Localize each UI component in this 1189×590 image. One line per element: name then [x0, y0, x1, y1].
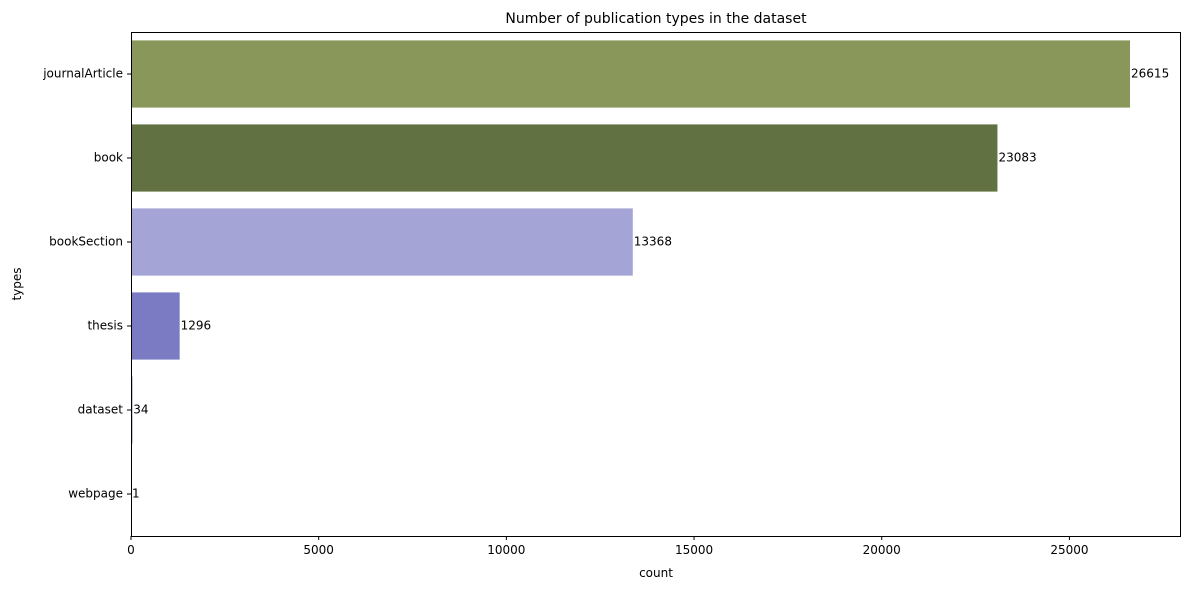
bars-group: [131, 40, 1131, 528]
data-label-booksection: 13368: [634, 235, 672, 249]
bar-journalarticle: [131, 40, 1131, 108]
x-axis: 0 5000 10000 15000 20000 25000: [127, 536, 1089, 557]
y-tick-label-dataset: dataset: [78, 403, 124, 417]
x-tick-label-20000: 20000: [863, 543, 901, 557]
y-tick-label-webpage: webpage: [68, 487, 123, 501]
chart-title: Number of publication types in the datas…: [505, 11, 807, 27]
y-tick-label-journalarticle: journalArticle: [42, 67, 123, 81]
bar-booksection: [131, 208, 633, 276]
y-axis: journalArticle book bookSection thesis datas…: [42, 67, 131, 501]
bar-labels-group: 26615 23083 13368 1296 34 1: [132, 67, 1169, 501]
data-label-dataset: 34: [133, 403, 148, 417]
x-tick-label-0: 0: [127, 543, 135, 557]
data-label-journalarticle: 26615: [1131, 67, 1169, 81]
y-tick-label-book: book: [94, 151, 123, 165]
x-tick-label-15000: 15000: [675, 543, 713, 557]
data-label-thesis: 1296: [181, 319, 212, 333]
x-tick-label-5000: 5000: [303, 543, 334, 557]
data-label-webpage: 1: [132, 487, 140, 501]
x-tick-label-25000: 25000: [1050, 543, 1088, 557]
plot-frame: [131, 32, 1181, 537]
bar-book: [131, 124, 998, 192]
y-tick-label-booksection: bookSection: [49, 235, 123, 249]
x-tick-label-10000: 10000: [487, 543, 525, 557]
y-tick-label-thesis: thesis: [87, 319, 123, 333]
x-axis-label: count: [639, 566, 673, 580]
data-label-book: 23083: [998, 151, 1036, 165]
bar-thesis: [131, 292, 180, 360]
y-axis-label: types: [10, 267, 24, 300]
